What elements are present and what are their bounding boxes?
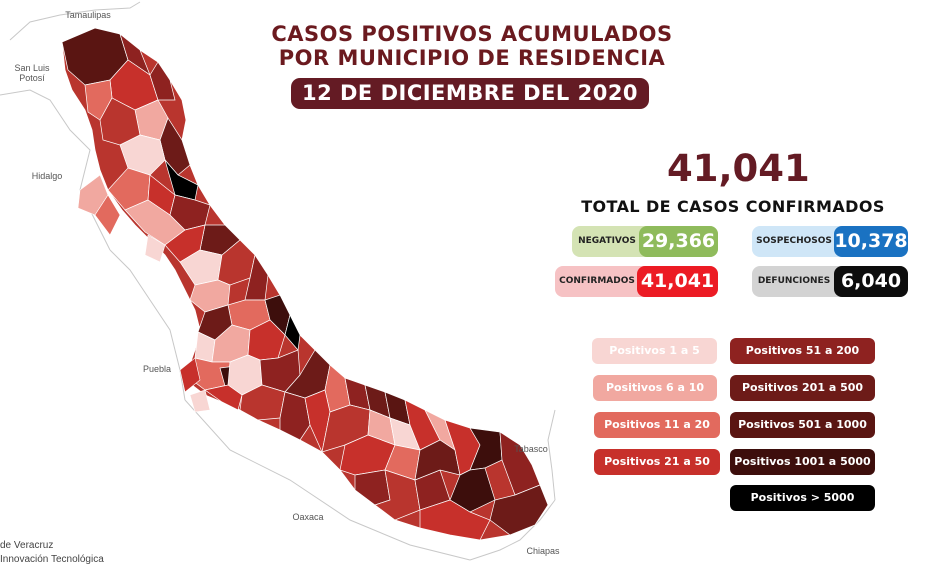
legend-item-21-50: Positivos 21 a 50 bbox=[594, 449, 720, 475]
stat-defunciones-value: 6,040 bbox=[834, 266, 908, 297]
stat-confirmados: CONFIRMADOS 41,041 bbox=[555, 266, 718, 297]
stat-sospechosos-value: 10,378 bbox=[834, 226, 908, 257]
stat-confirmados-value: 41,041 bbox=[637, 266, 718, 297]
total-cases-label: TOTAL DE CASOS CONFIRMADOS bbox=[581, 197, 885, 216]
legend-item-1-5: Positivos 1 a 5 bbox=[592, 338, 717, 364]
western-fragments bbox=[77, 174, 211, 413]
state-label-hidalgo: Hidalgo bbox=[31, 171, 63, 181]
legend-item-1001-5000: Positivos 1001 a 5000 bbox=[730, 449, 875, 475]
state-label-tamaulipas: Tamaulipas bbox=[65, 10, 111, 20]
page-title-line-2: POR MUNICIPIO DE RESIDENCIA bbox=[278, 46, 666, 70]
stat-confirmados-label: CONFIRMADOS bbox=[559, 276, 635, 286]
legend-item-501-1000: Positivos 501 a 1000 bbox=[730, 412, 875, 438]
state-label-puebla: Puebla bbox=[142, 364, 172, 374]
legend-item-over-5000: Positivos > 5000 bbox=[730, 485, 875, 511]
stat-sospechosos-label: SOSPECHOSOS bbox=[756, 236, 832, 246]
report-date: 12 DE DICIEMBRE DEL 2020 bbox=[291, 78, 649, 109]
state-label-san-luis-potosi: San Luis Potosí bbox=[14, 63, 50, 83]
stat-negativos: NEGATIVOS 29,366 bbox=[572, 226, 718, 257]
page-title-line-1: CASOS POSITIVOS ACUMULADOS bbox=[271, 22, 673, 46]
total-cases-value: 41,041 bbox=[667, 147, 810, 190]
state-borders bbox=[0, 1, 556, 561]
stat-defunciones-label: DEFUNCIONES bbox=[757, 276, 831, 286]
stat-negativos-value: 29,366 bbox=[639, 226, 718, 257]
legend-item-6-10: Positivos 6 a 10 bbox=[593, 375, 717, 401]
legend-item-51-200: Positivos 51 a 200 bbox=[730, 338, 875, 364]
state-label-oaxaca: Oaxaca bbox=[292, 512, 324, 522]
credit-line-2: Innovación Tecnológica bbox=[0, 554, 104, 565]
state-label-chiapas: Chiapas bbox=[526, 546, 560, 556]
stat-negativos-label: NEGATIVOS bbox=[578, 236, 636, 246]
municipalities bbox=[61, 27, 549, 541]
stat-defunciones: DEFUNCIONES 6,040 bbox=[752, 266, 908, 297]
state-label-tabasco: Tabasco bbox=[514, 444, 548, 454]
credit-line-1: de Veracruz bbox=[0, 540, 54, 551]
stat-sospechosos: SOSPECHOSOS 10,378 bbox=[752, 226, 908, 257]
legend-item-201-500: Positivos 201 a 500 bbox=[730, 375, 875, 401]
legend-item-11-20: Positivos 11 a 20 bbox=[594, 412, 720, 438]
